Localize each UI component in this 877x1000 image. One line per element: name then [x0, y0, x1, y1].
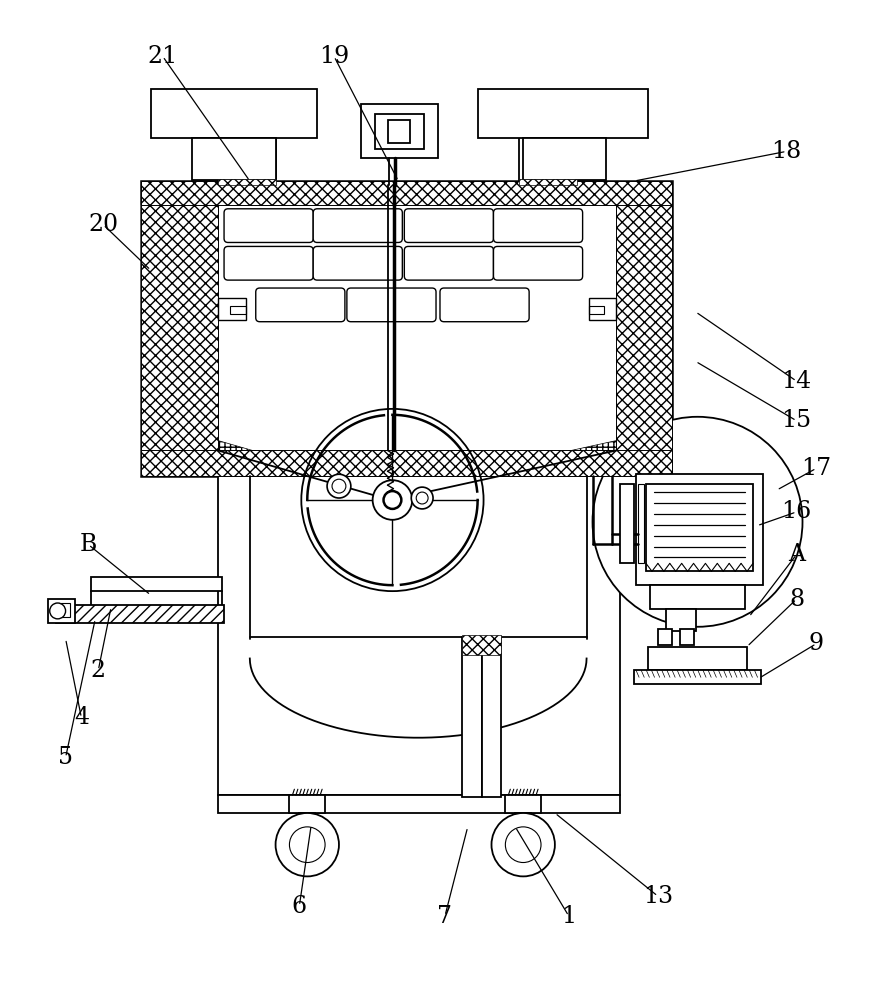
FancyBboxPatch shape: [440, 288, 529, 322]
Bar: [360, 104, 438, 158]
Bar: [230, 306, 246, 314]
Bar: [478, 89, 648, 138]
FancyBboxPatch shape: [256, 288, 345, 322]
Bar: [658, 629, 672, 645]
Bar: [141, 181, 218, 476]
Bar: [53, 603, 69, 617]
Bar: [299, 813, 315, 833]
Bar: [218, 476, 620, 795]
Bar: [634, 670, 761, 684]
Bar: [620, 484, 634, 563]
Bar: [47, 599, 75, 623]
Circle shape: [327, 474, 351, 498]
Text: 15: 15: [781, 409, 811, 432]
Text: 2: 2: [90, 659, 106, 682]
Text: A: A: [788, 543, 805, 566]
Polygon shape: [141, 205, 218, 476]
Bar: [141, 181, 672, 205]
Bar: [519, 179, 577, 185]
FancyBboxPatch shape: [494, 209, 582, 242]
Text: 16: 16: [781, 500, 812, 523]
Circle shape: [275, 813, 339, 876]
Bar: [141, 450, 672, 476]
Bar: [374, 114, 424, 149]
FancyBboxPatch shape: [494, 246, 582, 280]
Circle shape: [593, 417, 802, 627]
Bar: [218, 179, 275, 185]
Text: 14: 14: [781, 370, 812, 393]
Bar: [389, 120, 410, 143]
FancyBboxPatch shape: [404, 209, 494, 242]
FancyBboxPatch shape: [313, 246, 403, 280]
Circle shape: [383, 491, 402, 509]
Text: 21: 21: [147, 45, 178, 68]
Text: 17: 17: [802, 457, 831, 480]
Bar: [192, 138, 275, 180]
Bar: [218, 205, 617, 450]
Circle shape: [411, 487, 433, 509]
Text: 6: 6: [292, 895, 307, 918]
Text: 19: 19: [319, 45, 349, 68]
Text: 1: 1: [561, 905, 576, 928]
Bar: [524, 138, 606, 180]
Bar: [462, 635, 502, 655]
FancyBboxPatch shape: [404, 246, 494, 280]
Bar: [141, 181, 672, 476]
Bar: [588, 298, 617, 320]
Bar: [588, 306, 604, 314]
Text: 5: 5: [58, 746, 73, 769]
Bar: [462, 637, 481, 797]
Bar: [617, 181, 672, 476]
Text: 9: 9: [809, 632, 824, 655]
FancyBboxPatch shape: [224, 246, 313, 280]
Polygon shape: [218, 441, 617, 516]
Text: 8: 8: [789, 588, 804, 611]
FancyBboxPatch shape: [224, 209, 313, 242]
Circle shape: [491, 813, 555, 876]
Bar: [55, 605, 224, 623]
Text: 13: 13: [643, 885, 673, 908]
Bar: [680, 629, 694, 645]
Bar: [636, 474, 763, 585]
Bar: [650, 585, 745, 609]
Text: 4: 4: [74, 706, 89, 729]
FancyBboxPatch shape: [313, 209, 403, 242]
Bar: [638, 484, 644, 563]
Bar: [218, 298, 246, 320]
Bar: [505, 795, 541, 813]
Bar: [289, 795, 325, 813]
Bar: [646, 484, 753, 571]
Bar: [648, 647, 747, 670]
Bar: [666, 609, 695, 631]
Circle shape: [373, 480, 412, 520]
Bar: [218, 795, 620, 813]
Polygon shape: [617, 205, 672, 476]
Bar: [151, 89, 317, 138]
Bar: [91, 577, 222, 591]
Text: 20: 20: [89, 213, 118, 236]
Text: 7: 7: [438, 905, 453, 928]
Circle shape: [50, 603, 66, 619]
Text: 18: 18: [772, 140, 802, 163]
Bar: [516, 813, 531, 833]
Bar: [481, 637, 502, 797]
FancyBboxPatch shape: [347, 288, 436, 322]
Text: B: B: [80, 533, 97, 556]
